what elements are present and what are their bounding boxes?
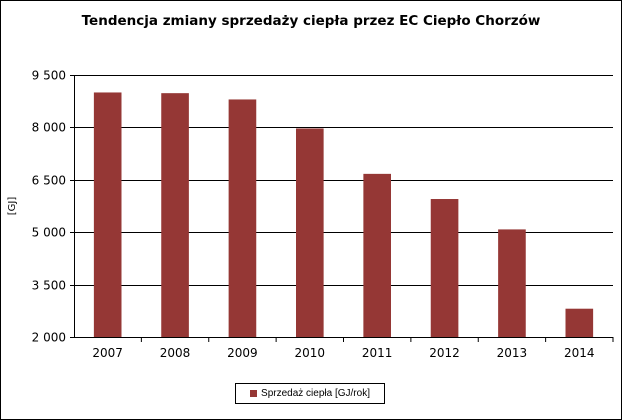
y-tick-label: 8 000: [32, 121, 66, 135]
legend-swatch: [250, 390, 258, 397]
x-tick-label: 2007: [92, 346, 123, 360]
bar-2010: [296, 128, 324, 337]
x-tick-label: 2011: [362, 346, 393, 360]
x-tick-label: 2010: [295, 346, 326, 360]
y-tick-label: 6 500: [32, 174, 66, 188]
y-axis-title: [GJ]: [7, 197, 18, 216]
x-tick-label: 2013: [497, 346, 528, 360]
y-tick-label: 5 000: [32, 226, 66, 240]
x-tick-label: 2008: [160, 346, 191, 360]
y-tick-label: 3 500: [32, 279, 66, 293]
legend-label: Sprzedaż ciepła [GJ/rok]: [261, 388, 370, 399]
x-tick-label: 2012: [429, 346, 460, 360]
bar-2014: [565, 308, 594, 337]
chart-title: Tendencja zmiany sprzedaży ciepła przez …: [81, 13, 541, 29]
bar-2012: [430, 199, 459, 337]
bar-2008: [161, 93, 189, 337]
x-tick-label: 2009: [227, 346, 258, 360]
bar-2011: [363, 173, 391, 337]
bar-2009: [228, 99, 257, 337]
y-tick-label: 9 500: [32, 69, 66, 83]
y-tick-label: 2 000: [32, 331, 66, 345]
legend: Sprzedaż ciepła [GJ/rok]: [235, 383, 385, 404]
x-tick-label: 2014: [564, 346, 595, 360]
bar-2007: [93, 92, 122, 337]
bar-2013: [498, 229, 526, 337]
